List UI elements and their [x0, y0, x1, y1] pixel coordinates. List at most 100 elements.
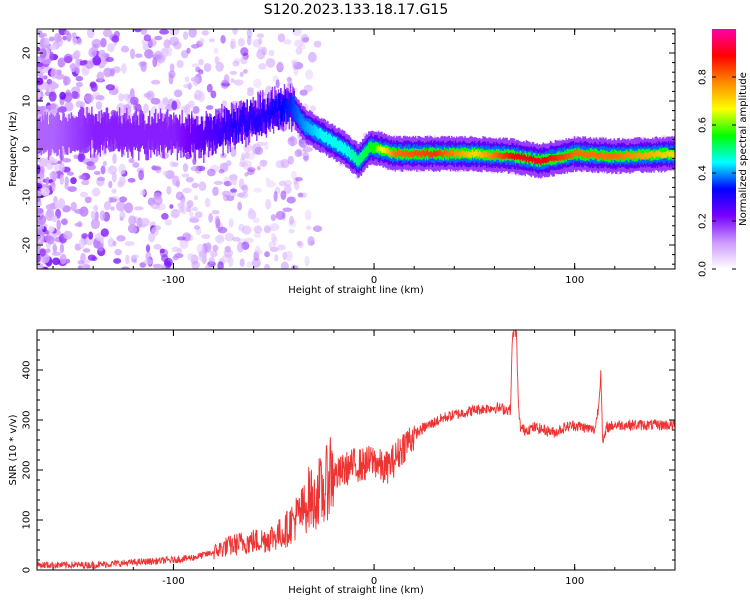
spectral-blob — [116, 235, 126, 242]
ridge-cell — [372, 142, 375, 154]
ridge-cell — [424, 151, 427, 158]
spectral-blob — [161, 212, 169, 220]
ridge-cell — [306, 122, 309, 133]
spectral-blob — [253, 225, 263, 234]
spectral-blob — [193, 195, 199, 201]
ridge-cell — [252, 107, 254, 125]
spectral-blob — [138, 169, 145, 181]
ridge-cell — [289, 99, 292, 110]
ridge-cell — [589, 151, 591, 157]
ridge-cell — [133, 122, 135, 140]
spectral-blob — [109, 68, 115, 76]
ridge-cell — [62, 129, 64, 147]
ridge-cell — [423, 150, 425, 157]
spectral-blob — [169, 63, 175, 72]
ridge-cell — [513, 154, 516, 161]
ridge-cell — [167, 129, 169, 146]
spectral-blob — [257, 46, 265, 54]
ridge-cell — [258, 109, 260, 127]
colorbar: 0.0 0.2 0.4 0.6 0.8 Normalized spectral ampl… — [698, 29, 749, 277]
ridge-cell — [234, 111, 236, 129]
ridge-cell — [183, 130, 186, 148]
spectral-blob — [223, 74, 230, 85]
ridge-cell — [168, 133, 170, 151]
ridge-cell — [427, 149, 429, 156]
ridge-cell — [156, 123, 158, 140]
ridge-cell — [233, 111, 235, 129]
ridge-cell — [356, 154, 358, 166]
ridge-cell — [410, 151, 412, 158]
ridge-cell — [672, 151, 674, 158]
spectral-blob — [157, 101, 167, 111]
ridge-cell — [542, 157, 544, 164]
ridge-cell — [489, 152, 492, 159]
spectral-blob — [304, 209, 312, 221]
ridge-cell — [392, 150, 394, 157]
ridge-cell — [65, 130, 68, 155]
ridge-cell — [624, 152, 626, 159]
spectral-blob — [205, 264, 212, 269]
ridge-cell — [272, 107, 275, 124]
spectral-blob — [45, 156, 55, 164]
colorbar-gradient — [712, 29, 736, 269]
spectral-blob — [297, 241, 304, 249]
spectral-blob — [265, 58, 276, 68]
ridge-cell — [148, 126, 151, 144]
ridge-cell — [162, 133, 164, 150]
ridge-cell — [358, 154, 360, 166]
ridge-cell — [240, 117, 242, 142]
ridge-cell — [532, 155, 535, 162]
ridge-cell — [94, 132, 97, 150]
spectral-blob — [37, 77, 44, 86]
spectral-blob — [274, 254, 279, 262]
ridge-cell — [528, 156, 530, 163]
spectral-blob — [305, 69, 314, 80]
spectral-blob — [48, 225, 55, 233]
spectral-blob — [131, 254, 140, 259]
ridge-cell — [287, 90, 289, 115]
spectral-blob — [275, 79, 280, 89]
spectral-blob — [208, 256, 215, 265]
spectral-blob — [264, 141, 269, 150]
ridge-cell — [102, 133, 104, 151]
spectral-blob — [143, 103, 149, 114]
spectral-blob — [307, 51, 317, 63]
ridge-cell — [256, 114, 258, 132]
ridge-cell — [309, 124, 311, 135]
spectral-blob — [152, 263, 163, 269]
ridge-cell — [449, 149, 452, 156]
ridge-cell — [408, 151, 411, 158]
chart-title: S120.2023.133.18.17.G15 — [264, 2, 449, 18]
ridge-cell — [200, 135, 203, 152]
spectral-blob — [265, 180, 276, 188]
ridge-cell — [353, 152, 355, 163]
spectral-blob — [251, 257, 261, 268]
ridge-cell — [354, 151, 357, 163]
ridge-cell — [428, 151, 430, 158]
ridge-cell — [212, 121, 215, 138]
ridge-cell — [407, 151, 410, 158]
spectral-blob — [43, 75, 48, 80]
spectral-blob — [294, 39, 304, 48]
spectral-blob — [283, 39, 292, 45]
ridge-cell — [514, 152, 517, 159]
ridge-cell — [436, 150, 439, 157]
spectral-blob — [246, 87, 254, 93]
spectral-blob — [176, 59, 184, 69]
spectral-blob — [37, 156, 42, 163]
spectral-blob — [44, 234, 52, 243]
spectral-blob — [140, 61, 147, 73]
ridge-cell — [118, 118, 121, 143]
spectral-blob — [238, 191, 249, 199]
spectral-blob — [112, 153, 117, 164]
spectrogram-y-ticks: -20 -10 0 10 20 — [22, 33, 675, 265]
ridge-cell — [269, 109, 271, 127]
spectral-blob — [169, 29, 180, 36]
spectral-blob — [295, 47, 303, 55]
ridge-cell — [201, 131, 204, 149]
ridge-cell — [153, 130, 156, 155]
spectral-blob — [63, 230, 73, 240]
spectral-blob — [59, 174, 65, 185]
ridge-cell — [219, 128, 222, 146]
spectral-blob — [159, 248, 165, 254]
